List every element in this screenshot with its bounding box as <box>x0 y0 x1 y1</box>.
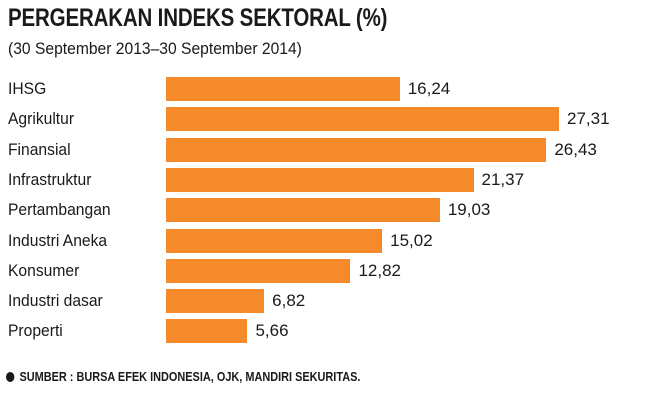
chart-title: PERGERAKAN INDEKS SEKTORAL (%) <box>8 4 388 32</box>
category-label: Infrastruktur <box>8 170 92 189</box>
value-label: 16,24 <box>407 79 451 98</box>
category-label: Finansial <box>8 140 71 159</box>
source-note: SUMBER : BURSA EFEK INDONESIA, OJK, MAND… <box>6 369 360 384</box>
category-label: Industri Aneka <box>8 231 108 250</box>
bar-row: Industri dasar 6,82 <box>0 289 650 313</box>
bar <box>166 77 400 101</box>
bar-row: Properti 5,66 <box>0 319 650 343</box>
category-label: Industri dasar <box>8 291 103 310</box>
value-label: 5,66 <box>255 321 289 340</box>
value-label: 19,03 <box>447 200 491 219</box>
value-label: 6,82 <box>272 291 306 310</box>
source-text: SUMBER : BURSA EFEK INDONESIA, OJK, MAND… <box>19 369 361 384</box>
bar-row: Finansial 26,43 <box>0 138 650 162</box>
bar <box>166 107 559 131</box>
value-label: 26,43 <box>554 140 597 159</box>
bar-chart: IHSG 16,24 Agrikultur 27,31 Finansial 26,43 In… <box>0 72 650 347</box>
bar-row: Konsumer 12,82 <box>0 259 650 283</box>
bullet-icon <box>6 371 15 382</box>
category-label: Agrikultur <box>8 109 75 128</box>
value-label: 21,37 <box>481 170 525 189</box>
bar <box>166 289 265 313</box>
value-label: 12,82 <box>358 261 402 280</box>
bar-row: Industri Aneka 15,02 <box>0 229 650 253</box>
bar <box>166 319 248 343</box>
bar <box>166 229 383 253</box>
bar <box>166 198 440 222</box>
bar-row: Infrastruktur 21,37 <box>0 168 650 192</box>
category-label: IHSG <box>8 79 47 98</box>
category-label: Pertambangan <box>8 200 111 219</box>
value-label: 27,31 <box>567 109 610 128</box>
value-label: 15,02 <box>390 231 433 250</box>
bar <box>166 259 351 283</box>
bar <box>166 138 547 162</box>
bar <box>166 168 474 192</box>
bar-row: Pertambangan 19,03 <box>0 198 650 222</box>
bar-row: Agrikultur 27,31 <box>0 107 650 131</box>
category-label: Properti <box>8 321 63 340</box>
category-label: Konsumer <box>8 261 80 280</box>
chart-subtitle: (30 September 2013–30 September 2014) <box>8 39 302 58</box>
bar-row: IHSG 16,24 <box>0 77 650 101</box>
